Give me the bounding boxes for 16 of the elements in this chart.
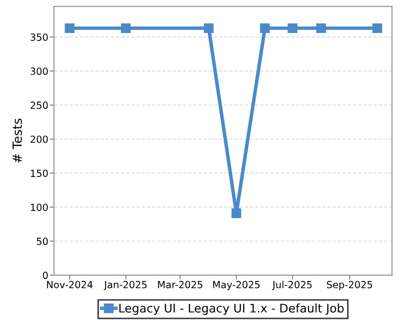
- x-tick-label: Nov-2024: [47, 280, 93, 288]
- legend-label: Legacy UI - Legacy UI 1.x - Default Job: [119, 303, 344, 315]
- y-tick-label: 250: [30, 102, 48, 109]
- x-tick-label: Mar-2025: [158, 280, 202, 288]
- y-tick-label: 50: [36, 238, 48, 246]
- y-tick-label: 0: [42, 272, 48, 280]
- x-tick-label: Jul-2025: [272, 280, 312, 290]
- y-axis-title: # Tests: [12, 118, 22, 163]
- y-tick-label: 200: [30, 136, 48, 143]
- x-tick-label: Sep-2025: [326, 280, 372, 290]
- y-tick-label: 300: [30, 68, 48, 75]
- y-tick-label: 100: [30, 204, 48, 211]
- y-tick-label: 350: [30, 34, 48, 41]
- x-tick-label: Jan-2025: [104, 280, 147, 290]
- x-tick-label: May-2025: [213, 280, 260, 290]
- y-tick-label: 150: [30, 170, 48, 177]
